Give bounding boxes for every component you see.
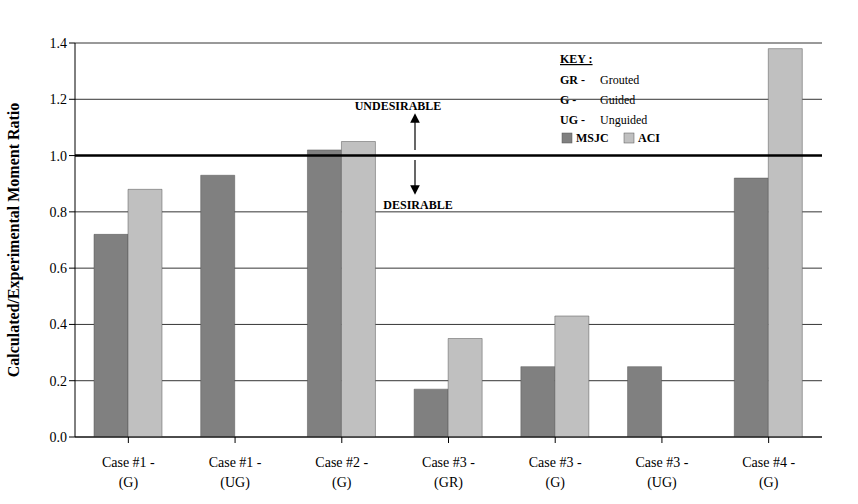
svg-text:Case #1 -(G): Case #1 -(G)	[102, 455, 155, 491]
svg-text:DESIRABLE: DESIRABLE	[383, 198, 452, 212]
svg-text:1.0: 1.0	[50, 149, 68, 164]
svg-text:Case #3 -(GR): Case #3 -(GR)	[422, 455, 475, 491]
svg-text:ACI: ACI	[638, 131, 660, 145]
svg-text:Guided: Guided	[600, 93, 635, 107]
svg-text:Grouted: Grouted	[600, 73, 639, 87]
svg-text:1.4: 1.4	[50, 36, 68, 51]
svg-text:GR -: GR -	[560, 73, 585, 87]
svg-text:UG -: UG -	[560, 113, 585, 127]
svg-text:0.4: 0.4	[50, 317, 68, 332]
svg-text:0.0: 0.0	[50, 430, 68, 445]
svg-text:MSJC: MSJC	[576, 131, 609, 145]
svg-text:Unguided: Unguided	[600, 113, 647, 127]
svg-text:0.8: 0.8	[50, 205, 68, 220]
svg-text:1.2: 1.2	[50, 92, 68, 107]
svg-text:Case #1 -(UG): Case #1 -(UG)	[209, 455, 262, 491]
svg-text:Calculated/Experimental Moment: Calculated/Experimental Moment Ratio	[8, 103, 23, 378]
svg-text:Case #3 -(UG): Case #3 -(UG)	[635, 455, 688, 491]
svg-text:Case #2 -(G): Case #2 -(G)	[315, 455, 368, 491]
svg-text:UNDESIRABLE: UNDESIRABLE	[355, 99, 442, 113]
svg-text:Case #3 -(G): Case #3 -(G)	[529, 455, 582, 491]
svg-text:G -: G -	[560, 93, 576, 107]
svg-text:KEY :: KEY :	[560, 52, 593, 66]
svg-text:0.2: 0.2	[50, 374, 68, 389]
svg-text:Case #4 -(G): Case #4 -(G)	[742, 455, 795, 491]
svg-text:0.6: 0.6	[50, 261, 68, 276]
